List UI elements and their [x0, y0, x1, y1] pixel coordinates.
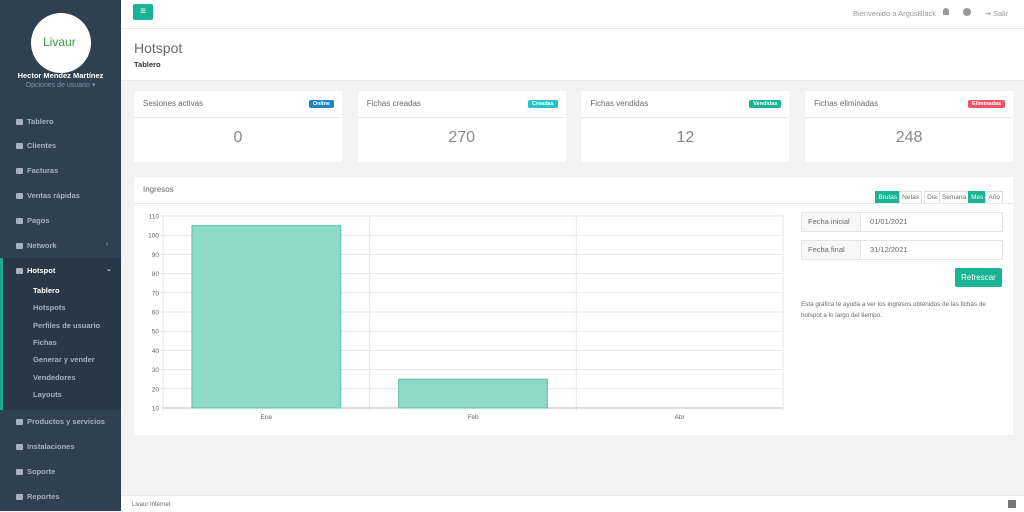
- menu-icon[interactable]: [16, 243, 23, 249]
- logo-text: Livaur: [43, 35, 76, 49]
- topbar: ≡ Bienvenido a ArgusBlack ⇥ Salir: [121, 0, 1024, 29]
- period-buttons: Brutas Netas Dia Semana Mes Año: [875, 186, 1003, 204]
- divider: [134, 203, 1013, 204]
- menu-icon[interactable]: [16, 268, 23, 274]
- welcome: Bienvenido a ArgusBlack: [853, 9, 936, 18]
- date-input: Fecha inicial 01/01/2021: [801, 212, 1003, 232]
- menu-item[interactable]: Network: [16, 241, 57, 250]
- chevron: ‹: [106, 241, 109, 248]
- menu-icon[interactable]: [16, 494, 23, 500]
- menu-label[interactable]: Instalaciones: [27, 442, 75, 451]
- footer-text: Livaur Internet: [132, 502, 171, 508]
- submenu-item[interactable]: Vendedores: [33, 372, 76, 382]
- card-value: 270: [448, 129, 476, 146]
- menu-icon[interactable]: [16, 168, 23, 174]
- card-value: 0: [233, 129, 243, 146]
- menu-item[interactable]: Reportes: [16, 492, 60, 501]
- card-title: Fichas eliminadas: [814, 99, 879, 108]
- active-section: [0, 258, 121, 410]
- card-badge: Vendidas: [749, 100, 782, 108]
- stat-card: Fichas vendidas Vendidas 12: [581, 91, 790, 162]
- date-input: Fecha final 31/12/2021: [801, 240, 1003, 260]
- stat-card: Fichas creadas Creadas 270: [357, 91, 566, 162]
- footer: Livaur Internet: [121, 495, 1024, 512]
- input-value[interactable]: 01/01/2021: [870, 217, 908, 226]
- panel-title: Ingresos: [143, 185, 174, 194]
- page-heading: Hotspot Tablero: [121, 29, 1024, 81]
- menu-label[interactable]: Productos y servicios: [27, 417, 105, 426]
- menu-item[interactable]: Ventas rápidas: [16, 191, 80, 200]
- submenu-item[interactable]: Layouts: [33, 389, 62, 399]
- input-label: Fecha final: [802, 241, 861, 259]
- user-options[interactable]: Opciones de usuario ▾: [25, 82, 96, 89]
- user-options-text[interactable]: Opciones de usuario: [25, 82, 90, 89]
- card-value: 12: [676, 129, 695, 146]
- card-divider: [134, 117, 342, 118]
- menu-label[interactable]: Ventas rápidas: [27, 191, 80, 200]
- income-panel: Ingresos Brutas Netas Dia Semana Mes Año Refr…: [134, 177, 1013, 435]
- menu-label[interactable]: Tablero: [27, 117, 54, 126]
- card-title: Fichas creadas: [366, 99, 421, 108]
- menu-label[interactable]: Pagos: [27, 216, 50, 225]
- submenu-item[interactable]: Generar y vender: [33, 355, 95, 365]
- logout[interactable]: ⇥ Salir: [984, 9, 1008, 18]
- logo: Livaur: [31, 13, 91, 73]
- card-value: 248: [895, 129, 923, 146]
- card-title: Fichas vendidas: [590, 99, 649, 108]
- input-value[interactable]: 31/12/2021: [870, 245, 908, 254]
- submenu-item[interactable]: Perfiles de usuario: [33, 320, 101, 330]
- bell-icon[interactable]: [943, 8, 949, 15]
- submenu-item[interactable]: Hotspots: [33, 303, 66, 313]
- sidebar: Livaur Hector Mendez Martínez Opciones d…: [0, 0, 121, 511]
- menu-label[interactable]: Hotspot: [27, 266, 56, 275]
- submenu-item[interactable]: Fichas: [33, 337, 57, 347]
- stat-card: Fichas eliminadas Eliminadas 248: [805, 91, 1014, 162]
- menu-item[interactable]: Tablero: [16, 117, 54, 126]
- logout-text[interactable]: Salir: [992, 9, 1008, 18]
- page-title: Hotspot: [134, 40, 183, 56]
- menu-item[interactable]: Facturas: [16, 166, 58, 175]
- menu-item[interactable]: Instalaciones: [16, 442, 75, 451]
- user-name: Hector Mendez Martínez: [17, 71, 104, 80]
- menu-item[interactable]: Clientes: [16, 141, 56, 150]
- refresh-button[interactable]: Refrescar: [955, 268, 1002, 287]
- menu-icon[interactable]: [16, 444, 23, 450]
- help-icon[interactable]: [963, 8, 971, 16]
- menu-label[interactable]: Soporte: [27, 467, 56, 476]
- menu-item[interactable]: Productos y servicios: [16, 417, 105, 426]
- chevron: ⌄: [106, 266, 112, 273]
- menu-label[interactable]: Facturas: [27, 166, 59, 175]
- menu-label[interactable]: Network: [27, 241, 57, 250]
- card-divider: [581, 117, 790, 118]
- breadcrumb: Tablero: [134, 60, 161, 69]
- menu-item[interactable]: Hotspot: [16, 266, 55, 275]
- label-text: Fecha inicial: [808, 217, 850, 226]
- input-label: Fecha inicial: [802, 213, 861, 231]
- mode-button[interactable]: Netas: [899, 191, 923, 204]
- menu-label[interactable]: Reportes: [27, 492, 60, 501]
- menu-item[interactable]: Soporte: [16, 467, 55, 476]
- help-text: Esta gráfica te ayuda a ver los ingresos…: [801, 301, 986, 319]
- card-title: Sesiones activas: [143, 99, 204, 108]
- card-divider: [357, 117, 566, 118]
- footer-icon: [1008, 500, 1016, 508]
- menu-label[interactable]: Clientes: [27, 141, 57, 150]
- card-badge: Eliminadas: [968, 100, 1006, 108]
- submenu-item[interactable]: Tablero: [33, 286, 60, 295]
- menu-item[interactable]: Pagos: [16, 216, 50, 225]
- menu-icon[interactable]: [16, 119, 23, 125]
- card-badge: Creadas: [527, 100, 558, 108]
- menu-icon[interactable]: [16, 143, 23, 149]
- menu-toggle[interactable]: ≡: [133, 4, 153, 20]
- menu-icon[interactable]: [16, 419, 23, 425]
- stat-card: Sesiones activas Online 0: [134, 91, 342, 162]
- menu-icon[interactable]: [16, 218, 23, 224]
- menu-icon[interactable]: [16, 193, 23, 199]
- card-divider: [805, 117, 1014, 118]
- card-badge: Online: [308, 100, 334, 108]
- menu-icon[interactable]: [16, 469, 23, 475]
- label-text: Fecha final: [808, 245, 845, 254]
